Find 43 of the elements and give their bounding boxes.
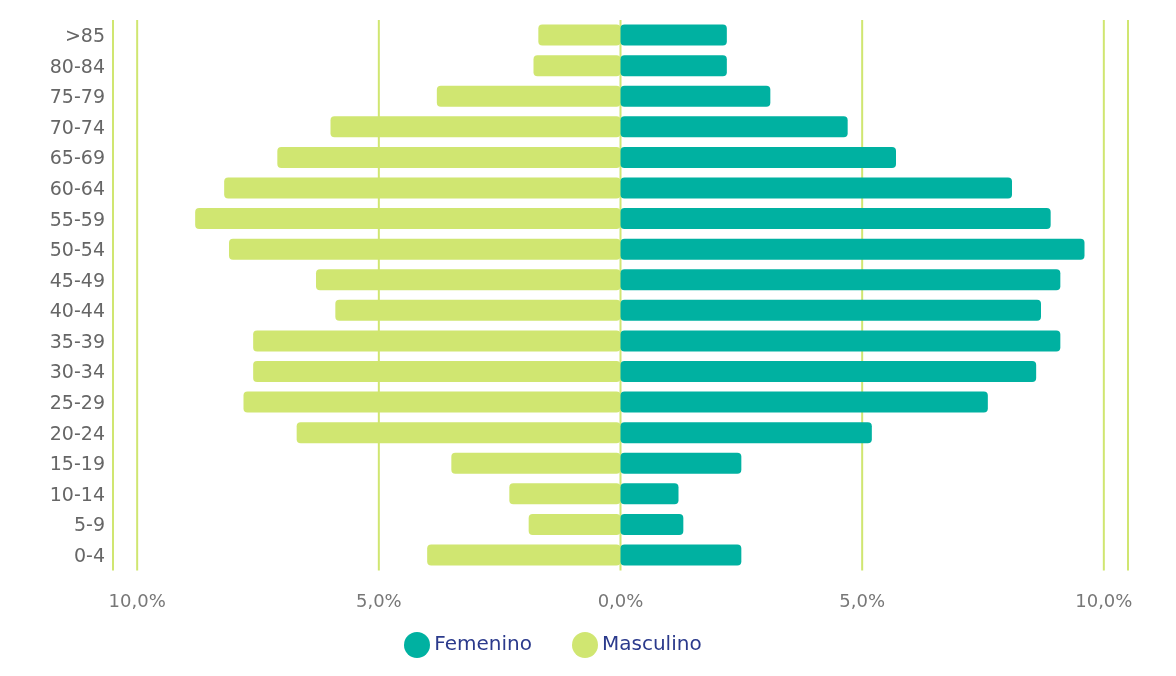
y-tick-label: >85 [64,24,105,47]
bar [620,422,872,444]
bar [620,513,684,535]
bar [620,208,1051,230]
bar [620,116,848,138]
y-tick-label: 40-44 [49,299,105,322]
y-tick-label: 20-24 [49,421,105,444]
bar [620,269,1061,291]
bar [620,483,679,505]
y-tick-label: 60-64 [49,176,105,199]
y-tick-label: 10-14 [49,482,105,505]
bar [620,544,742,566]
y-tick-label: 15-19 [49,452,105,475]
y-tick-label: 5-9 [73,513,105,536]
x-tick-label: 5,0% [355,590,402,612]
y-tick-label: 25-29 [49,391,105,414]
bar [620,330,1061,352]
legend-label: Masculino [602,630,702,655]
y-tick-label: 80-84 [49,54,105,77]
y-tick-label: 75-79 [49,85,105,108]
x-tick-label: 0,0% [597,590,644,612]
y-tick-label: 45-49 [49,268,105,291]
y-tick-label: 35-39 [49,329,105,352]
x-tick-label: 5,0% [839,590,886,612]
y-tick-label: 55-59 [49,207,105,230]
y-tick-label: 70-74 [49,115,105,138]
bar [620,55,727,77]
x-tick-label: 10,0% [108,590,166,612]
bar [620,452,742,474]
x-tick-label: 10,0% [1075,590,1133,612]
y-tick-label: 0-4 [73,543,105,566]
y-tick-label: 50-54 [49,238,105,261]
bar [620,361,1037,382]
legend-label: Femenino [434,630,532,655]
bar [620,177,1012,199]
y-tick-label: 65-69 [49,146,105,169]
bar [620,299,1041,321]
bar [620,391,988,413]
bar [620,238,1085,260]
bar [620,24,727,46]
y-tick-label: 30-34 [49,360,105,383]
bar [620,85,771,107]
bar [620,146,896,168]
